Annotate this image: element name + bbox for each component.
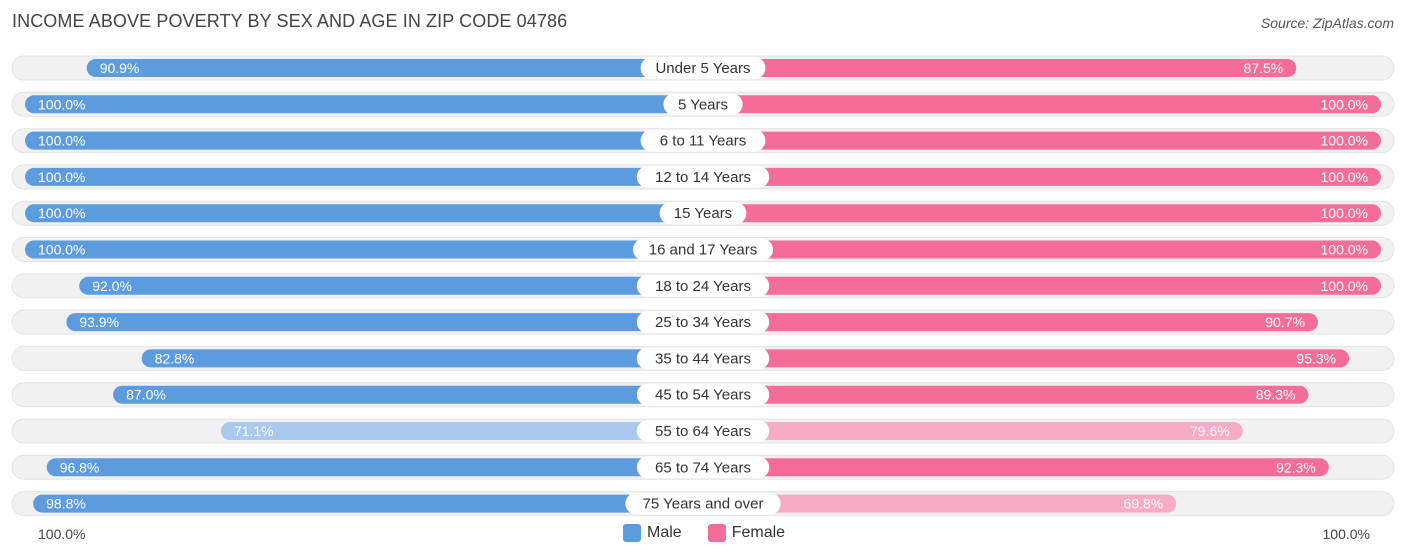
female-bar[interactable] <box>703 276 1381 295</box>
male-value-label: 100.0% <box>38 169 85 185</box>
female-bar[interactable] <box>703 240 1381 259</box>
female-value-label: 100.0% <box>1321 133 1368 149</box>
female-value-label: 95.3% <box>1296 350 1336 366</box>
category-pill <box>633 238 773 261</box>
axis-left-label: 100.0% <box>38 526 86 542</box>
female-value-label: 87.5% <box>1244 60 1284 76</box>
category-label: 65 to 74 Years <box>655 459 751 476</box>
chart-title: INCOME ABOVE POVERTY BY SEX AND AGE IN Z… <box>12 11 568 31</box>
axis-right-label: 100.0% <box>1322 526 1370 542</box>
category-label: 25 to 34 Years <box>655 314 751 331</box>
female-value-label: 100.0% <box>1321 205 1368 221</box>
male-value-label: 98.8% <box>46 496 86 512</box>
female-value-label: 90.7% <box>1265 314 1305 330</box>
female-bar[interactable] <box>703 131 1381 150</box>
female-value-label: 89.3% <box>1256 387 1296 403</box>
category-pill <box>663 93 743 116</box>
category-pill <box>625 492 781 515</box>
female-bar[interactable] <box>703 59 1297 77</box>
male-bar[interactable] <box>25 95 703 114</box>
male-value-label: 100.0% <box>38 96 85 112</box>
male-bar[interactable] <box>25 131 703 150</box>
male-swatch <box>623 524 641 542</box>
male-bar[interactable] <box>66 313 703 332</box>
male-value-label: 96.8% <box>60 459 100 475</box>
male-bar[interactable] <box>79 276 704 295</box>
female-swatch <box>707 524 726 542</box>
legend-female-label: Female <box>731 524 786 541</box>
female-value-label: 100.0% <box>1321 278 1368 294</box>
male-value-label: 90.9% <box>100 60 140 76</box>
category-pill <box>636 347 770 370</box>
female-bar[interactable] <box>703 167 1381 186</box>
category-label: 55 to 64 Years <box>655 423 751 440</box>
male-bar[interactable] <box>220 422 703 440</box>
female-bar[interactable] <box>703 204 1381 223</box>
male-value-label: 92.0% <box>92 278 132 294</box>
male-bar[interactable] <box>33 494 704 513</box>
female-value-label: 79.6% <box>1190 423 1230 439</box>
category-label: 45 to 54 Years <box>655 387 751 404</box>
male-value-label: 82.8% <box>155 350 195 366</box>
category-pill <box>636 420 770 442</box>
category-label: 16 and 17 Years <box>649 242 757 259</box>
male-value-label: 71.1% <box>234 423 274 439</box>
category-label: Under 5 Years <box>655 60 750 77</box>
female-value-label: 100.0% <box>1321 242 1368 258</box>
category-label: 6 to 11 Years <box>660 133 746 150</box>
female-value-label: 92.3% <box>1276 459 1316 475</box>
male-value-label: 100.0% <box>38 133 85 149</box>
male-value-label: 93.9% <box>79 314 119 330</box>
category-label: 12 to 14 Years <box>655 169 751 186</box>
female-bar[interactable] <box>703 458 1329 477</box>
male-value-label: 100.0% <box>38 205 85 221</box>
category-label: 75 Years and over <box>643 496 764 513</box>
female-value-label: 69.8% <box>1124 496 1164 512</box>
category-pill <box>636 456 770 479</box>
category-pill <box>640 57 766 79</box>
male-bar[interactable] <box>46 458 704 477</box>
female-bar[interactable] <box>703 95 1381 114</box>
category-label: 35 to 44 Years <box>655 350 751 367</box>
male-bar[interactable] <box>25 240 703 259</box>
category-label: 18 to 24 Years <box>655 278 751 295</box>
legend-item-female[interactable]: Female <box>707 524 786 542</box>
male-value-label: 87.0% <box>126 387 166 403</box>
male-bar[interactable] <box>25 167 703 186</box>
legend: Male Female <box>623 524 785 542</box>
male-bar[interactable] <box>86 59 703 77</box>
category-pill <box>636 274 770 297</box>
category-pill <box>636 311 770 334</box>
male-bar[interactable] <box>113 385 703 404</box>
female-value-label: 100.0% <box>1321 169 1368 185</box>
legend-item-male[interactable]: Male <box>623 524 682 542</box>
source-label: Source: ZipAtlas.com <box>1260 15 1394 31</box>
category-pill <box>659 202 747 225</box>
category-label: 15 Years <box>674 205 732 222</box>
female-bar[interactable] <box>703 422 1243 440</box>
female-bar[interactable] <box>703 494 1177 513</box>
legend-male-label: Male <box>647 524 682 541</box>
male-bar[interactable] <box>25 204 703 223</box>
category-pill <box>636 383 770 406</box>
category-pill <box>636 165 770 188</box>
female-bar[interactable] <box>703 349 1350 368</box>
category-label: 5 Years <box>678 96 728 113</box>
male-bar[interactable] <box>141 349 704 368</box>
category-pill <box>640 129 766 152</box>
female-bar[interactable] <box>703 385 1309 404</box>
female-value-label: 100.0% <box>1321 96 1368 112</box>
female-bar[interactable] <box>703 313 1318 332</box>
male-value-label: 100.0% <box>38 242 85 258</box>
